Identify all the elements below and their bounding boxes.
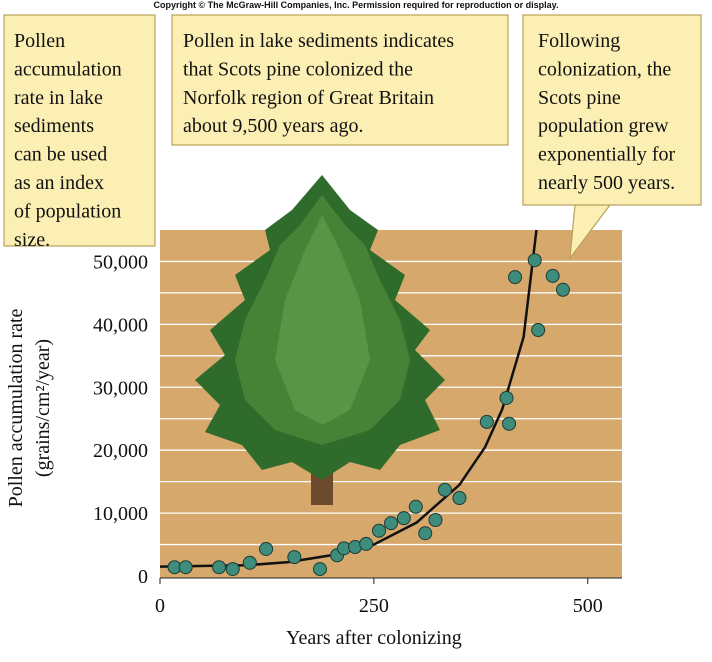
data-point bbox=[259, 541, 274, 556]
data-point bbox=[428, 513, 443, 528]
y-axis-label: Pollen accumulation rate bbox=[5, 308, 27, 507]
annotation-line: colonization, the bbox=[538, 58, 671, 80]
annotation-line: Following bbox=[538, 30, 620, 52]
y-axis-label: (grains/cm²/year) bbox=[32, 339, 54, 477]
data-point bbox=[437, 482, 452, 497]
data-point bbox=[396, 511, 411, 526]
annotation-line: Scots pine bbox=[538, 87, 621, 109]
data-point bbox=[545, 268, 560, 283]
annotation-box bbox=[522, 14, 702, 206]
x-tick-label: 250 bbox=[359, 595, 389, 617]
data-point bbox=[508, 270, 523, 285]
annotation-line: Pollen bbox=[14, 30, 65, 52]
data-point bbox=[408, 499, 423, 514]
x-axis-label: Years after colonizing bbox=[286, 627, 462, 649]
y-tick-label: 10,000 bbox=[93, 503, 148, 525]
annotation-line: of population bbox=[14, 200, 121, 222]
x-tick-label: 0 bbox=[155, 595, 165, 617]
annotation-line: Norfolk region of Great Britain bbox=[183, 87, 434, 109]
y-tick-label: 0 bbox=[138, 566, 148, 588]
data-point bbox=[287, 550, 302, 565]
plot: 0 10,000 20,000 30,000 40,000 50,000 0 250 500 Ye… bbox=[5, 229, 622, 649]
annotation-box bbox=[171, 14, 509, 146]
annotation-line: that Scots pine colonized the bbox=[183, 58, 413, 80]
data-point bbox=[212, 560, 227, 575]
data-point bbox=[384, 516, 398, 531]
y-tick-label: 30,000 bbox=[93, 377, 148, 399]
x-tick-label: 500 bbox=[573, 595, 603, 617]
annotation-line: as an index bbox=[14, 172, 104, 194]
annotation-line: about 9,500 years ago. bbox=[183, 115, 364, 137]
annotation-line: rate in lake bbox=[14, 87, 103, 109]
data-point bbox=[452, 490, 467, 505]
annotation-line: population grew bbox=[538, 115, 669, 137]
annotation-line: size. bbox=[14, 229, 50, 251]
annotation-line: sediments bbox=[14, 115, 94, 137]
data-point bbox=[555, 282, 570, 297]
data-point bbox=[502, 416, 517, 431]
annotation-line: nearly 500 years. bbox=[538, 172, 675, 194]
data-point bbox=[499, 390, 514, 405]
y-tick-label: 50,000 bbox=[93, 251, 148, 273]
data-point bbox=[242, 555, 257, 570]
data-point bbox=[178, 560, 193, 575]
annotation-box bbox=[3, 14, 156, 247]
data-point bbox=[527, 253, 542, 268]
tree-illustration bbox=[195, 175, 445, 505]
data-point bbox=[312, 562, 327, 577]
fit-curve bbox=[159, 229, 538, 568]
data-point bbox=[479, 414, 494, 429]
annotation-line: exponentially for bbox=[538, 144, 676, 166]
annotations: Pollen accumulation rate in lake sediments c… bbox=[3, 14, 702, 251]
annotation-line: accumulation bbox=[14, 58, 122, 80]
data-point bbox=[225, 562, 240, 577]
data-point bbox=[372, 523, 387, 538]
y-tick-label: 20,000 bbox=[93, 440, 148, 462]
annotation-line: Pollen in lake sediments indicates bbox=[183, 30, 454, 52]
copyright: Copyright © The McGraw-Hill Companies, I… bbox=[153, 0, 558, 10]
data-point bbox=[359, 536, 374, 551]
y-tick-label: 40,000 bbox=[93, 314, 148, 336]
data-point bbox=[531, 323, 546, 338]
annotation-line: can be used bbox=[14, 144, 107, 166]
data-point bbox=[418, 526, 433, 541]
